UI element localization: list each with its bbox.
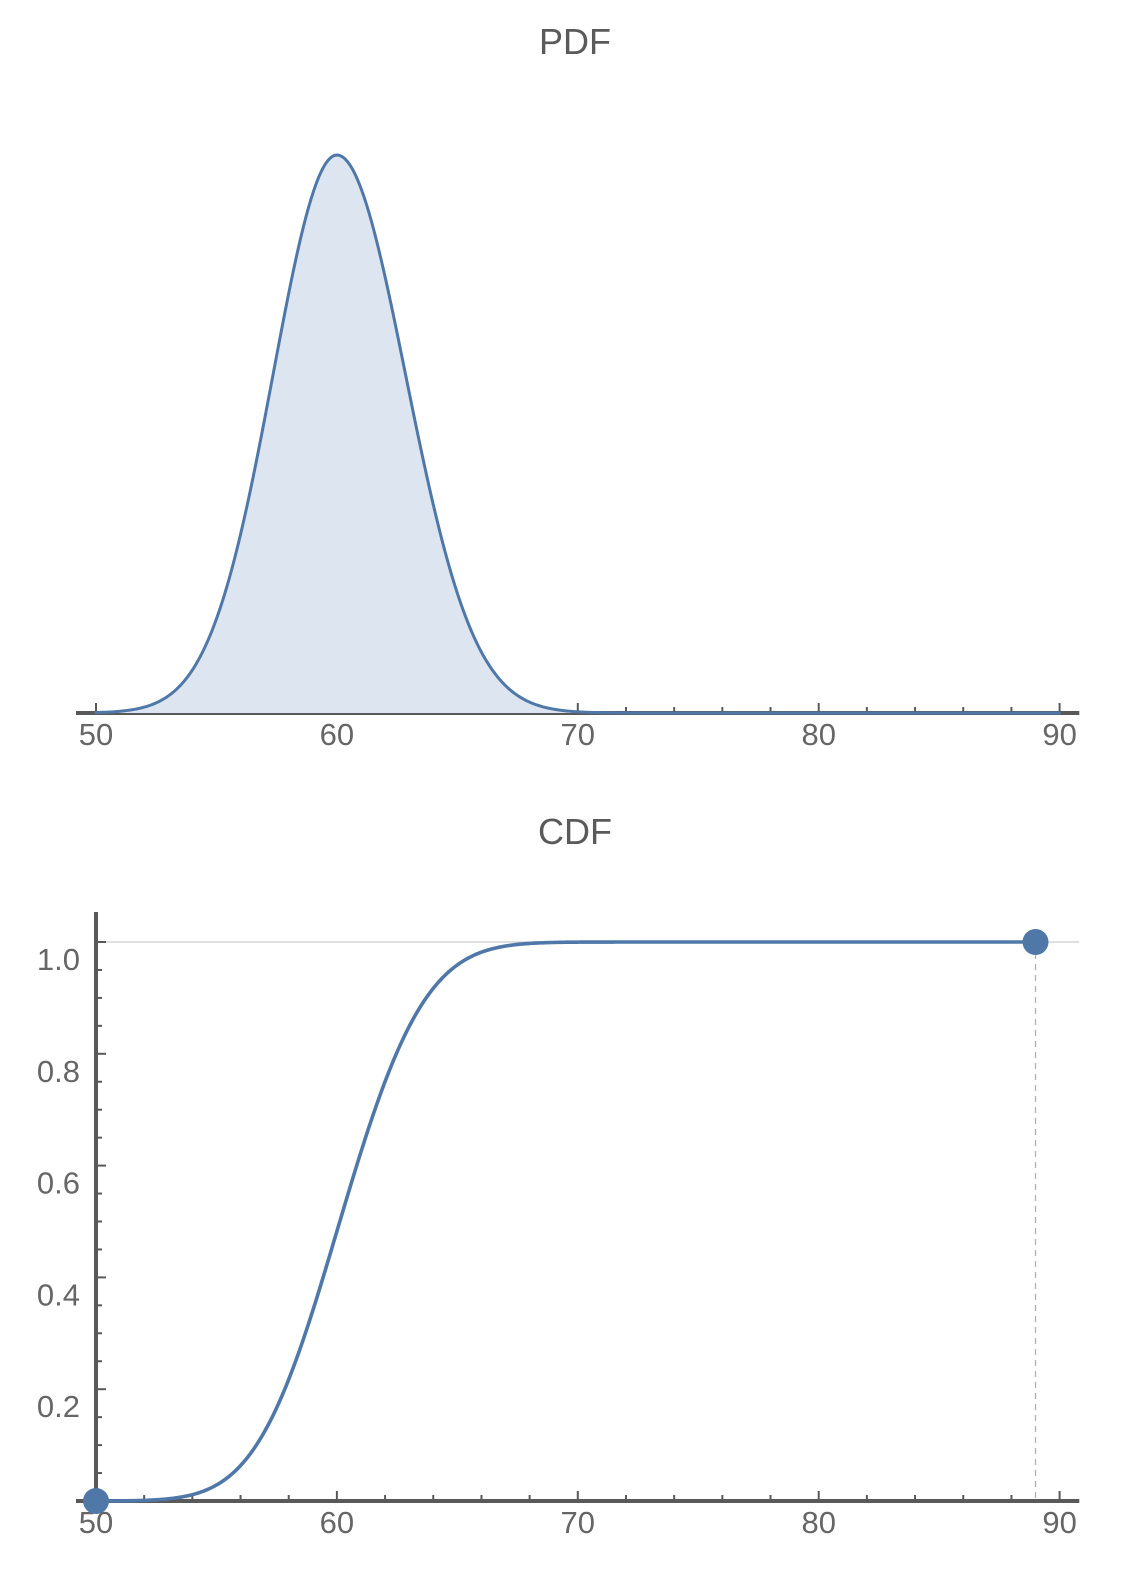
svg-text:90: 90: [1042, 717, 1076, 752]
svg-text:0.2: 0.2: [37, 1389, 80, 1424]
svg-text:60: 60: [320, 1505, 354, 1540]
svg-text:90: 90: [1042, 1505, 1076, 1540]
svg-text:80: 80: [801, 717, 835, 752]
svg-text:70: 70: [561, 1505, 595, 1540]
svg-text:0.4: 0.4: [37, 1277, 80, 1312]
svg-text:0.8: 0.8: [37, 1054, 80, 1089]
svg-text:70: 70: [561, 717, 595, 752]
svg-text:1.0: 1.0: [37, 942, 80, 977]
svg-text:60: 60: [320, 717, 354, 752]
svg-text:80: 80: [801, 1505, 835, 1540]
svg-text:0.6: 0.6: [37, 1166, 80, 1201]
svg-text:50: 50: [79, 717, 113, 752]
